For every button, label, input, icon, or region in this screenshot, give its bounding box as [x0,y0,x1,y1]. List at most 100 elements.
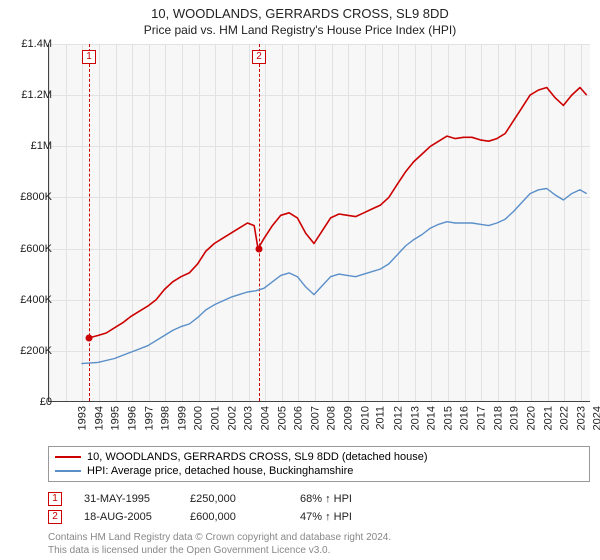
footer-copyright: Contains HM Land Registry data © Crown c… [48,532,590,545]
gridline-v [149,44,150,401]
y-tick-label: £1M [8,140,52,152]
gridline-v [531,44,532,401]
sales-table: 131-MAY-1995£250,00068% ↑ HPI218-AUG-200… [48,490,590,526]
x-tick-label: 1995 [110,406,122,430]
gridline-h [49,300,590,301]
x-tick-label: 1996 [126,406,138,430]
x-tick-label: 2021 [542,406,554,430]
x-tick-label: 2011 [375,406,387,430]
sale-pct-vs-hpi: 47% ↑ HPI [300,511,400,523]
gridline-v [448,44,449,401]
gridline-v [82,44,83,401]
x-tick-label: 2006 [293,406,305,430]
chart-subtitle: Price paid vs. HM Land Registry's House … [0,21,600,41]
y-tick-label: £1.2M [8,89,52,101]
gridline-v [315,44,316,401]
gridline-v [232,44,233,401]
x-tick-label: 2013 [409,406,421,430]
gridline-v [215,44,216,401]
sale-point-dot [86,335,93,342]
gridline-h [49,249,590,250]
x-tick-label: 2014 [426,406,438,430]
sale-row: 131-MAY-1995£250,00068% ↑ HPI [48,490,590,508]
gridline-v [548,44,549,401]
gridline-v [348,44,349,401]
sale-price: £600,000 [190,511,278,523]
sale-point-dot [255,245,262,252]
sale-annotation-marker: 2 [252,50,266,64]
gridline-v [498,44,499,401]
gridline-v [365,44,366,401]
x-tick-label: 2023 [575,406,587,430]
legend-label: 10, WOODLANDS, GERRARDS CROSS, SL9 8DD (… [87,451,428,463]
gridline-v [265,44,266,401]
legend-swatch [55,470,81,472]
sale-annotation-marker: 1 [82,50,96,64]
gridline-v [382,44,383,401]
gridline-v [199,44,200,401]
gridline-v [132,44,133,401]
gridline-v [481,44,482,401]
x-tick-label: 2018 [492,406,504,430]
gridline-v [431,44,432,401]
gridline-v [282,44,283,401]
sale-pct-vs-hpi: 68% ↑ HPI [300,493,400,505]
y-tick-label: £800K [8,191,52,203]
legend-item: 10, WOODLANDS, GERRARDS CROSS, SL9 8DD (… [55,450,583,464]
gridline-v [298,44,299,401]
gridline-v [66,44,67,401]
gridline-v [398,44,399,401]
gridline-v [564,44,565,401]
x-tick-label: 2010 [359,406,371,430]
gridline-h [49,197,590,198]
x-tick-label: 2015 [442,406,454,430]
x-tick-label: 2024 [592,406,600,430]
sale-row: 2 18-AUG-2005 £600,000 47% ↑ HPI [48,508,590,526]
x-tick-label: 1999 [176,406,188,430]
x-tick-label: 2009 [342,406,354,430]
x-tick-label: 2002 [226,406,238,430]
y-tick-label: £1.4M [8,38,52,50]
gridline-h [49,146,590,147]
x-tick-label: 2005 [276,406,288,430]
footer: Contains HM Land Registry data © Crown c… [48,532,590,557]
x-tick-label: 2007 [309,406,321,430]
gridline-v [515,44,516,401]
sale-row-marker: 1 [48,492,62,506]
sale-annotation-line [259,44,260,401]
sale-row-marker: 2 [48,510,62,524]
gridline-v [99,44,100,401]
y-tick-label: £0 [8,396,52,408]
gridline-v [581,44,582,401]
x-tick-label: 1997 [143,406,155,430]
y-tick-label: £200K [8,345,52,357]
legend: 10, WOODLANDS, GERRARDS CROSS, SL9 8DD (… [48,446,590,482]
x-tick-label: 2016 [459,406,471,430]
x-tick-label: 2012 [392,406,404,430]
sale-date: 18-AUG-2005 [84,511,168,523]
x-tick-label: 1994 [93,406,105,430]
x-tick-label: 2004 [259,406,271,430]
x-tick-label: 2001 [209,406,221,430]
gridline-v [182,44,183,401]
chart-title: 10, WOODLANDS, GERRARDS CROSS, SL9 8DD [0,0,600,21]
x-tick-label: 1993 [76,406,88,430]
gridline-h [49,351,590,352]
gridline-v [165,44,166,401]
x-tick-label: 1998 [160,406,172,430]
y-tick-label: £600K [8,243,52,255]
x-tick-label: 2017 [476,406,488,430]
plot-area: 12 [48,44,590,402]
gridline-h [49,95,590,96]
sale-date: 31-MAY-1995 [84,493,168,505]
gridline-h [49,44,590,45]
x-tick-label: 2003 [243,406,255,430]
gridline-v [249,44,250,401]
x-tick-label: 2000 [193,406,205,430]
y-tick-label: £400K [8,294,52,306]
gridline-v [332,44,333,401]
gridline-v [415,44,416,401]
legend-label: HPI: Average price, detached house, Buck… [87,465,353,477]
x-tick-label: 2020 [525,406,537,430]
x-tick-label: 2008 [326,406,338,430]
